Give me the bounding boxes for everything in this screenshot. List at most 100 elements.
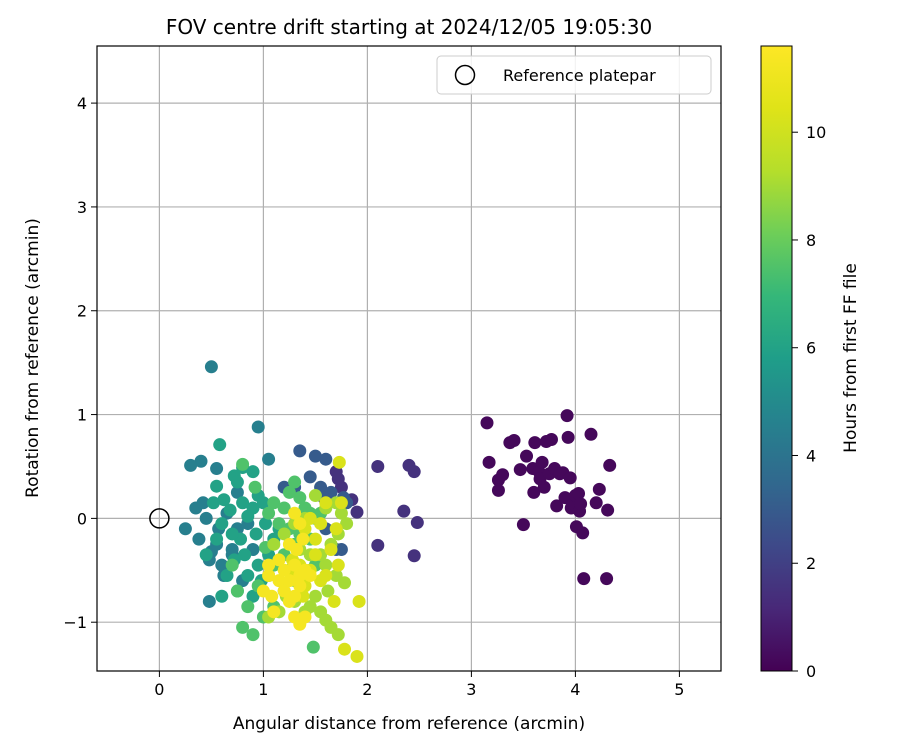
data-point (321, 584, 335, 598)
data-point (288, 475, 302, 489)
x-tick-label: 1 (258, 680, 268, 699)
data-point (288, 506, 302, 520)
legend: Reference platepar (436, 55, 712, 95)
colorbar-tick-label: 8 (806, 231, 816, 250)
x-axis-ticks: 0 1 2 3 4 5 (154, 671, 684, 699)
data-point (217, 493, 231, 507)
data-point (206, 496, 220, 510)
data-point (210, 532, 224, 546)
x-tick-label: 3 (466, 680, 476, 699)
data-points (178, 360, 617, 663)
data-point (267, 537, 281, 551)
data-point (225, 543, 239, 557)
data-point (482, 455, 496, 469)
data-point (215, 589, 229, 603)
data-point (262, 506, 276, 520)
legend-label: Reference platepar (503, 66, 656, 85)
data-point (520, 449, 534, 463)
data-point (277, 527, 291, 541)
legend-marker-icon (454, 64, 476, 86)
data-point (282, 574, 296, 588)
data-point (230, 485, 244, 499)
data-point (196, 496, 210, 510)
data-point (308, 589, 322, 603)
data-point (246, 501, 260, 515)
data-point (262, 558, 276, 572)
data-point (410, 516, 424, 530)
data-point (293, 444, 307, 458)
data-point (537, 480, 551, 494)
data-point (192, 532, 206, 546)
data-point (491, 483, 505, 497)
data-point (314, 574, 328, 588)
data-point (513, 463, 527, 477)
data-point (334, 480, 348, 494)
data-point (589, 496, 603, 510)
data-point (202, 594, 216, 608)
data-point (550, 499, 564, 513)
data-point (199, 511, 213, 525)
plot-frame (96, 45, 722, 672)
data-point (293, 491, 307, 505)
data-point (319, 452, 333, 466)
data-point (576, 526, 590, 540)
data-point (199, 548, 213, 562)
data-point (262, 568, 276, 582)
data-point (293, 579, 307, 593)
data-point (288, 558, 302, 572)
y-axis-label: Rotation from reference (arcmin) (23, 218, 43, 498)
y-tick-label: 0 (77, 509, 87, 528)
data-point (251, 420, 265, 434)
data-point (577, 572, 591, 586)
data-point (246, 628, 260, 642)
grid-lines (97, 46, 721, 671)
data-point (238, 548, 252, 562)
x-tick-label: 2 (362, 680, 372, 699)
data-point (324, 543, 338, 557)
y-tick-label: 2 (77, 302, 87, 321)
data-point (213, 438, 227, 452)
data-point (248, 480, 262, 494)
data-point (563, 471, 577, 485)
data-point (220, 568, 234, 582)
data-point (296, 532, 310, 546)
data-point (306, 640, 320, 654)
data-point (178, 522, 192, 536)
data-point (308, 489, 322, 503)
data-point (267, 605, 281, 619)
data-point (527, 485, 541, 499)
x-tick-label: 0 (154, 680, 164, 699)
data-point (225, 558, 239, 572)
data-point (298, 610, 312, 624)
data-point (496, 468, 510, 482)
data-point (535, 455, 549, 469)
data-point (352, 594, 366, 608)
data-point (319, 496, 333, 510)
data-point (277, 563, 291, 577)
y-tick-label: 3 (77, 198, 87, 217)
data-point (236, 457, 250, 471)
data-point (407, 549, 421, 563)
data-point (246, 465, 260, 479)
data-point (210, 462, 224, 476)
data-point (528, 436, 542, 450)
data-point (251, 558, 265, 572)
reference-point-marker (149, 508, 170, 529)
y-axis-ticks: −1 0 1 2 3 4 (63, 94, 97, 632)
data-point (584, 427, 598, 441)
data-point (480, 416, 494, 430)
data-point (256, 496, 270, 510)
data-point (308, 532, 322, 546)
colorbar-label: Hours from first FF file (841, 263, 861, 453)
y-tick-label: 4 (77, 94, 87, 113)
data-point (293, 517, 307, 531)
data-point (303, 511, 317, 525)
data-point (249, 527, 263, 541)
data-point (371, 538, 385, 552)
data-point (350, 649, 364, 663)
data-point (371, 459, 385, 473)
data-point (230, 584, 244, 598)
data-point (215, 558, 229, 572)
data-point (210, 479, 224, 493)
